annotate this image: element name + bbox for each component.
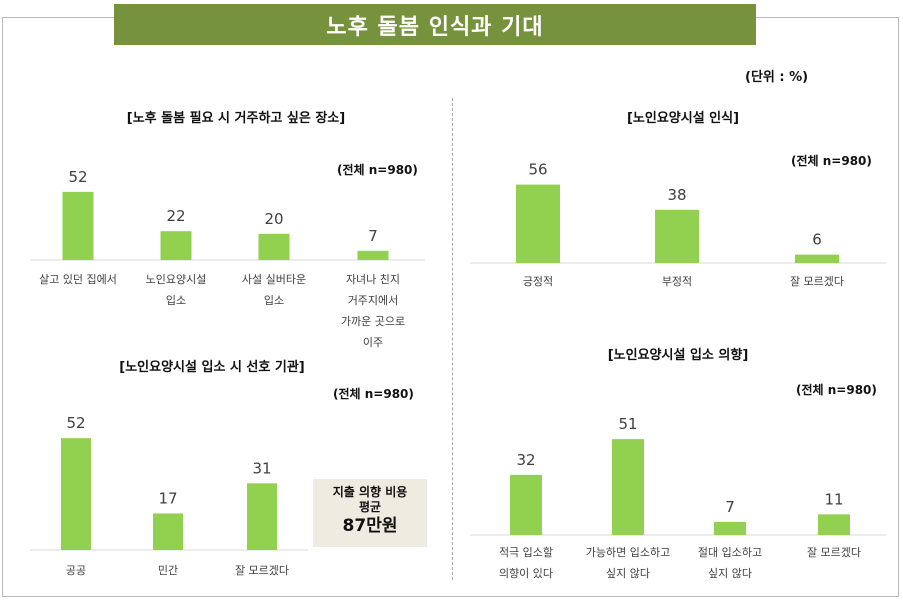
page-title: 노후 돌봄 인식과 기대 [114, 4, 756, 45]
bar [247, 483, 277, 550]
category-label: 노인요양시설 입소 [146, 273, 207, 307]
bar [61, 438, 91, 550]
bar [357, 250, 389, 260]
bar [516, 184, 560, 263]
unit-label: (단위 : %) [745, 70, 809, 85]
data-label: 7 [368, 227, 378, 245]
bar [612, 439, 644, 535]
category-label: 사설 실버타운 입소 [242, 273, 306, 307]
chart-note-perception: (전체 n=980) [791, 154, 872, 168]
data-label: 22 [166, 207, 185, 225]
callout-line2: 평균 [358, 500, 382, 514]
callout-amount: 87만원 [342, 516, 398, 536]
data-label: 17 [158, 489, 177, 507]
chart-note-residence: (전체 n=980) [337, 163, 418, 177]
chart-note-preferred-institution: (전체 n=980) [333, 387, 414, 401]
panel-frame [2, 17, 899, 597]
category-label: 긍정적 [523, 275, 553, 288]
bar [818, 514, 850, 535]
data-label: 7 [725, 498, 735, 516]
bar [510, 474, 542, 535]
data-label: 32 [516, 451, 535, 469]
chart-title-preferred-institution: [노인요양시설 입소 시 선호 기관] [119, 360, 305, 375]
cost-callout: 지출 의향 비용 평균 87만원 [313, 479, 427, 547]
bar [655, 209, 699, 263]
category-label: 가능하면 입소하고 싶지 않다 [586, 545, 670, 580]
bar [714, 521, 746, 535]
category-label: 공공 [66, 564, 86, 577]
bar [258, 233, 290, 260]
category-label: 부정적 [662, 275, 692, 288]
category-label: 절대 입소하고 싶지 않다 [698, 545, 762, 580]
bar [62, 191, 94, 260]
bar [795, 254, 839, 263]
chart-title-perception: [노인요양시설 인식] [626, 111, 740, 126]
data-label: 31 [252, 459, 271, 477]
data-label: 51 [618, 415, 637, 433]
data-label: 52 [68, 168, 87, 186]
data-label: 6 [812, 231, 822, 249]
category-label: 살고 있던 집에서 [39, 273, 117, 286]
category-label: 자녀나 친지 거주지에서 가까운 곳으로 이주 [341, 273, 405, 349]
bar [160, 231, 192, 260]
category-label: 잘 모르겠다 [790, 275, 844, 288]
callout-line1: 지출 의향 비용 [332, 485, 408, 499]
chart-title-residence: [노후 돌봄 필요 시 거주하고 싶은 장소] [126, 111, 346, 126]
data-label: 56 [528, 161, 547, 179]
data-label: 11 [824, 490, 843, 508]
category-label: 잘 모르겠다 [807, 546, 861, 559]
category-label: 민간 [158, 564, 178, 577]
category-label: 적극 입소할 의향이 있다 [499, 546, 553, 580]
data-label: 20 [264, 210, 283, 228]
chart-note-admission-intention: (전체 n=980) [796, 383, 877, 397]
panel-divider [452, 98, 453, 580]
category-label: 잘 모르겠다 [235, 564, 289, 577]
data-label: 52 [66, 414, 85, 432]
data-label: 38 [667, 186, 686, 204]
bar [153, 513, 183, 550]
chart-title-admission-intention: [노인요양시설 입소 의향] [607, 348, 749, 363]
